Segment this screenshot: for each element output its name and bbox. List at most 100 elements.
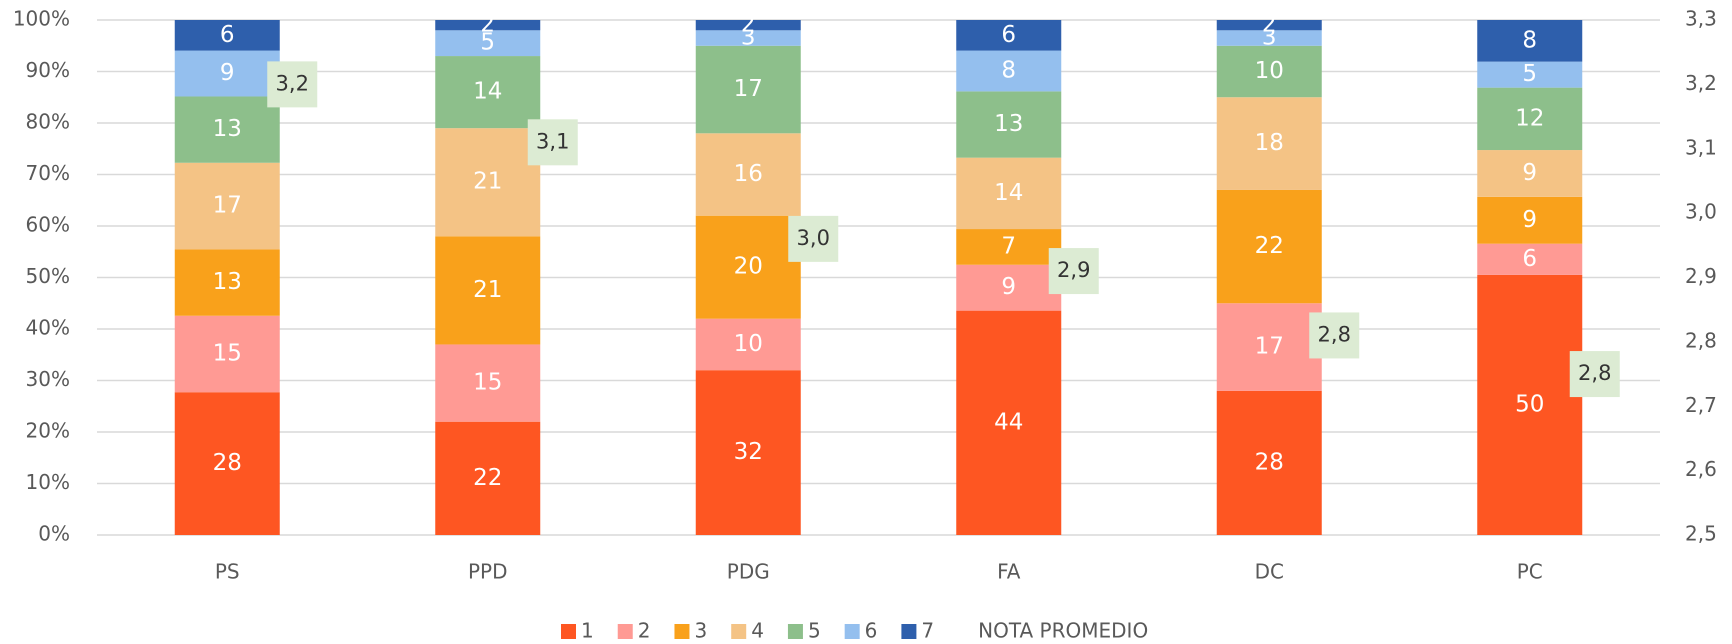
data-label: 3 [1262, 25, 1277, 51]
bar-segment [435, 421, 541, 535]
legend-label: NOTA PROMEDIO [978, 619, 1148, 643]
average-label: 2,9 [1057, 258, 1090, 282]
data-label: 13 [213, 116, 242, 142]
y-tick-label: 30% [26, 367, 70, 391]
average-label-box [1569, 351, 1620, 398]
y2-tick-label: 2,5 [1685, 522, 1717, 546]
y-tick-label: 90% [26, 58, 70, 82]
legend-swatch [561, 624, 576, 639]
data-label: 6 [1001, 22, 1016, 48]
bar-segment [695, 318, 801, 371]
bar-segment [174, 392, 280, 535]
bar-segment [956, 157, 1062, 230]
y-tick-label: 0% [38, 522, 70, 546]
bar-segment [174, 96, 280, 163]
bar-segment [956, 91, 1062, 158]
data-label: 13 [994, 111, 1023, 137]
data-label: 5 [1522, 61, 1537, 87]
data-label: 21 [473, 277, 502, 303]
bar-segment [1477, 274, 1583, 535]
y2-tick-label: 3,1 [1685, 135, 1717, 159]
bar-segment [435, 344, 541, 422]
bar-segment [174, 50, 280, 97]
data-label: 22 [1255, 233, 1284, 259]
average-label-box [267, 61, 318, 108]
y2-tick-label: 3,2 [1685, 71, 1717, 95]
data-label: 3 [741, 25, 756, 51]
y2-tick-label: 2,6 [1685, 457, 1717, 481]
data-label: 21 [473, 169, 502, 195]
bar-segment [956, 310, 1062, 535]
data-label: 44 [994, 409, 1023, 435]
y-tick-label: 10% [26, 470, 70, 494]
data-label: 13 [213, 269, 242, 295]
bar-segment [956, 264, 1062, 311]
bar-segment [695, 133, 801, 216]
y2-tick-label: 2,9 [1685, 264, 1717, 288]
data-label: 14 [994, 180, 1023, 206]
data-label: 5 [480, 30, 495, 56]
bar-segment [435, 128, 541, 237]
bar-segment [1216, 30, 1322, 46]
legend-label: 7 [921, 619, 934, 643]
data-label: 14 [473, 79, 502, 105]
y2-tick-label: 3,3 [1685, 7, 1717, 31]
bar-segment [695, 45, 801, 134]
bar-segment [174, 162, 280, 250]
data-label: 2 [741, 12, 756, 38]
data-label: 2 [480, 12, 495, 38]
legend-label: 4 [751, 619, 764, 643]
data-label: 16 [734, 161, 763, 187]
data-label: 7 [1001, 233, 1016, 259]
x-tick-label: FA [997, 560, 1021, 584]
data-label: 17 [213, 193, 242, 219]
data-label: 28 [1255, 449, 1284, 475]
data-label: 8 [1001, 57, 1016, 83]
bar-segment [695, 20, 801, 31]
data-label: 12 [1515, 105, 1544, 131]
legend-label: 5 [808, 619, 821, 643]
data-label: 50 [1515, 391, 1544, 417]
x-tick-label: PC [1517, 560, 1543, 584]
y-tick-label: 40% [26, 316, 70, 340]
x-tick-label: PPD [468, 560, 508, 584]
data-label: 17 [1255, 334, 1284, 360]
x-tick-label: DC [1255, 560, 1284, 584]
y-tick-label: 60% [26, 213, 70, 237]
average-label-box [1048, 248, 1099, 295]
data-label: 10 [1255, 58, 1284, 84]
average-label-box [1309, 312, 1360, 359]
data-label: 9 [220, 60, 235, 86]
bar-segment [174, 315, 280, 393]
data-label: 15 [473, 370, 502, 396]
legend-label: 2 [638, 619, 651, 643]
bar-segment [695, 370, 801, 535]
bar-segment [1216, 303, 1322, 391]
average-label: 3,1 [536, 129, 569, 153]
bar-segment [435, 56, 541, 129]
legend-swatch [674, 624, 690, 639]
legend-label: 1 [581, 619, 594, 643]
data-label: 10 [734, 331, 763, 357]
data-label: 6 [220, 22, 235, 48]
bar-segment [695, 30, 801, 46]
y2-tick-label: 2,7 [1685, 393, 1717, 417]
y-tick-label: 80% [26, 110, 70, 134]
y-tick-label: 20% [26, 419, 70, 443]
data-label: 32 [734, 439, 763, 465]
data-label: 9 [1522, 160, 1537, 186]
average-label: 2,8 [1578, 361, 1611, 385]
y-tick-label: 70% [26, 161, 70, 185]
legend-label: 6 [865, 619, 878, 643]
legend-swatch [617, 624, 633, 639]
bar-segment [1216, 20, 1322, 31]
bar-segment [956, 50, 1062, 92]
x-tick-label: PS [215, 560, 240, 584]
bar-segment [956, 229, 1062, 265]
data-label: 9 [1001, 274, 1016, 300]
bar-segment [1216, 97, 1322, 190]
bar-segment [1216, 189, 1322, 304]
legend-swatch [787, 624, 803, 639]
y2-tick-label: 3,0 [1685, 200, 1717, 224]
bar-segment [174, 20, 280, 51]
